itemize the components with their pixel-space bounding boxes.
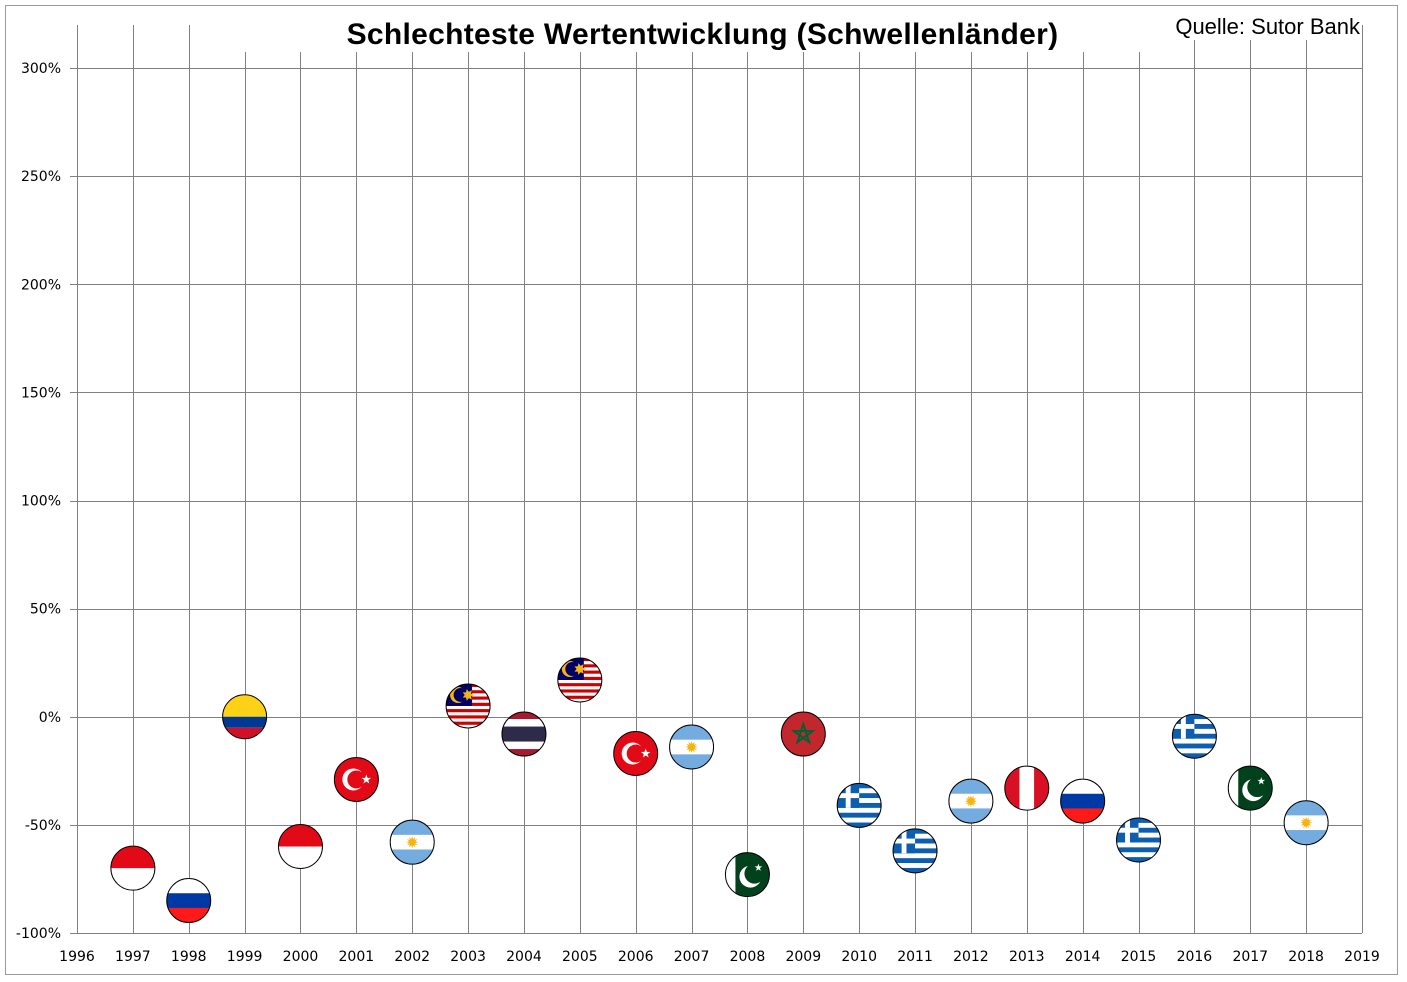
x-tick-label: 1998	[171, 949, 207, 965]
data-point-turkey-flag	[333, 756, 379, 802]
y-tick-label: 50%	[30, 602, 61, 618]
x-tick-label: 2018	[1288, 949, 1324, 965]
x-tick-label: 2011	[897, 949, 933, 965]
grid-lines	[70, 25, 1363, 934]
x-tick-label: 2010	[841, 949, 877, 965]
x-tick-label: 2006	[618, 949, 654, 965]
data-point-malaysia-flag	[557, 657, 603, 703]
x-tick-label: 2007	[674, 949, 710, 965]
x-axis-ticks: 1996 1997 1998 1999 2000 2001 2002 2003 2004 2005…	[59, 949, 1380, 965]
x-tick-label: 1997	[115, 949, 151, 965]
data-point-greece-flag	[1171, 713, 1217, 759]
x-tick-label: 1999	[227, 949, 263, 965]
x-tick-label: 2016	[1177, 949, 1213, 965]
x-tick-label: 2004	[506, 949, 542, 965]
x-tick-label: 2019	[1344, 949, 1380, 965]
y-tick-label: 150%	[21, 385, 61, 401]
data-point-peru-flag	[1004, 765, 1050, 811]
x-tick-label: 2005	[562, 949, 598, 965]
x-tick-label: 2003	[450, 949, 486, 965]
y-tick-label: 250%	[21, 169, 61, 185]
y-tick-label: 100%	[21, 494, 61, 510]
x-tick-label: 2000	[283, 949, 319, 965]
x-tick-label: 2013	[1009, 949, 1045, 965]
data-point-colombia-flag	[222, 694, 268, 740]
chart-title: Schlechteste Wertentwicklung (Schwellenl…	[230, 18, 1175, 52]
y-tick-label: 200%	[21, 277, 61, 293]
x-tick-label: 2015	[1121, 949, 1157, 965]
data-point-argentina-flag	[948, 778, 994, 824]
x-tick-label: 2008	[730, 949, 766, 965]
y-tick-label: 300%	[21, 61, 61, 77]
x-tick-label: 2001	[339, 949, 375, 965]
data-point-indonesia-flag	[110, 845, 156, 891]
data-point-russia-flag	[166, 878, 212, 924]
x-tick-label: 2009	[785, 949, 821, 965]
data-point-pakistan-flag	[724, 852, 770, 898]
data-point-thailand-flag	[501, 711, 547, 757]
data-point-turkey-flag	[613, 731, 659, 777]
data-point-argentina-flag	[1283, 800, 1329, 846]
data-point-greece-flag	[1116, 817, 1162, 863]
data-point-pakistan-flag	[1227, 765, 1273, 811]
y-tick-label: 0%	[39, 710, 61, 726]
data-point-greece-flag	[892, 828, 938, 874]
x-tick-label: 2017	[1232, 949, 1268, 965]
data-points	[110, 657, 1329, 924]
x-tick-label: 2012	[953, 949, 989, 965]
data-point-argentina-flag	[389, 819, 435, 865]
data-point-russia-flag	[1060, 778, 1106, 824]
x-tick-label: 2002	[394, 949, 430, 965]
data-point-indonesia-flag	[277, 824, 323, 869]
y-tick-label: -50%	[25, 818, 61, 834]
x-tick-label: 1996	[59, 949, 95, 965]
source-note: Quelle: Sutor Bank	[1173, 14, 1362, 40]
data-point-morocco-flag	[780, 711, 826, 757]
data-point-malaysia-flag	[445, 683, 491, 729]
x-tick-label: 2014	[1065, 949, 1101, 965]
chart-frame	[5, 5, 1398, 975]
y-axis-ticks: -100% -50% 0% 50% 100% 150% 200% 250% 300%	[16, 61, 61, 942]
data-point-greece-flag	[836, 782, 882, 828]
y-tick-label: -100%	[16, 926, 61, 942]
data-point-argentina-flag	[669, 724, 715, 770]
